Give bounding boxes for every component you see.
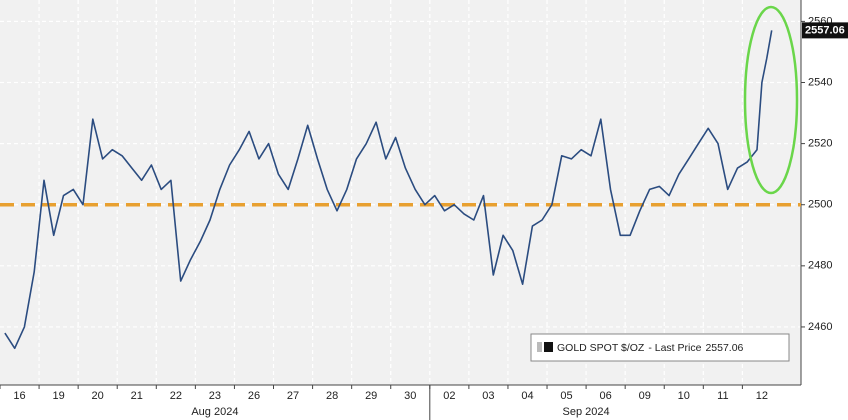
legend-last-price: 2557.06 — [705, 342, 743, 354]
x-tick-label: 06 — [600, 390, 612, 402]
x-tick-label: 22 — [170, 390, 182, 402]
x-tick-label: 29 — [365, 390, 377, 402]
legend-icon — [544, 342, 553, 352]
y-tick-label: 2460 — [808, 321, 832, 333]
legend-box — [530, 333, 790, 362]
x-tick-label: 26 — [248, 390, 260, 402]
legend-series-name: GOLD SPOT $/OZ — [557, 342, 645, 354]
x-tick-label: 02 — [443, 390, 455, 402]
legend: GOLD SPOT $/OZ - Last Price 2557.06 — [530, 333, 790, 362]
y-tick-label: 2500 — [808, 199, 832, 211]
x-tick-label: 12 — [756, 390, 768, 402]
x-tick-label: 16 — [13, 390, 25, 402]
month-label: Aug 2024 — [191, 406, 238, 418]
x-tick-label: 11 — [717, 390, 728, 402]
x-tick-label: 23 — [209, 390, 221, 402]
x-tick-label: 10 — [678, 390, 690, 402]
y-tick-label: 2540 — [808, 76, 832, 88]
x-tick-label: 30 — [404, 390, 416, 402]
legend-icon — [537, 342, 542, 352]
x-tick-label: 21 — [131, 390, 143, 402]
legend-suffix: - Last Price — [648, 342, 701, 354]
last-price-label: 2557.06 — [805, 24, 845, 36]
plot-background — [0, 0, 801, 385]
last-price-box — [802, 22, 848, 39]
highlight-ellipse — [743, 5, 799, 195]
x-tick-label: 19 — [52, 390, 64, 402]
x-tick-label: 27 — [287, 390, 299, 402]
x-tick-label: 05 — [560, 390, 572, 402]
legend-text: GOLD SPOT $/OZ - Last Price 2557.06 — [557, 342, 744, 354]
x-tick-label: 03 — [482, 390, 494, 402]
x-tick-label: 20 — [92, 390, 104, 402]
y-tick-label: 2520 — [808, 138, 832, 150]
price-line — [4, 30, 773, 350]
x-tick-label: 04 — [521, 390, 533, 402]
month-label: Sep 2024 — [563, 406, 610, 418]
y-tick-label: 2480 — [808, 260, 832, 272]
x-tick-label: 09 — [639, 390, 651, 402]
x-tick-label: 28 — [326, 390, 338, 402]
